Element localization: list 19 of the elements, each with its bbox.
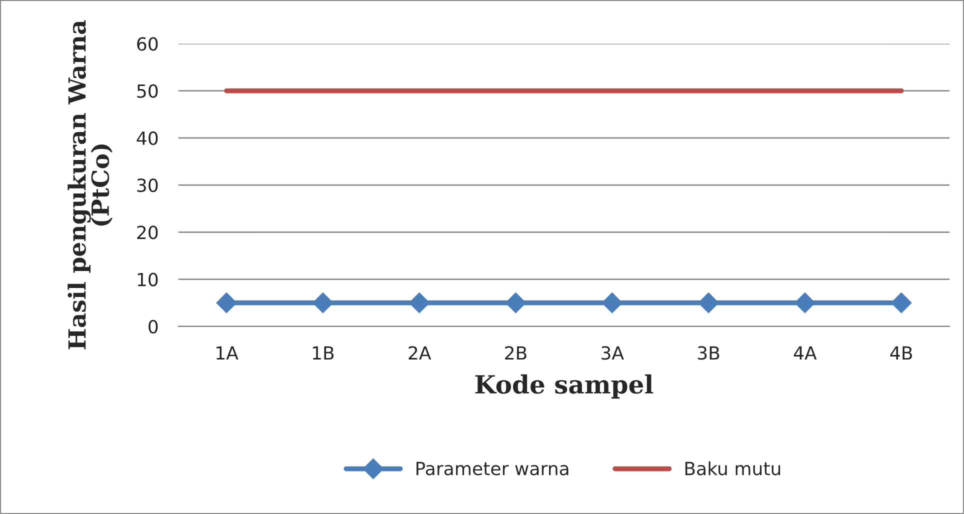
x-axis-title: Kode sampel — [475, 374, 654, 399]
x-tick-label: 1A — [216, 346, 238, 360]
legend-label: Parameter warna — [416, 462, 568, 476]
x-tick-label: 2A — [408, 346, 432, 360]
y-tick-label: 60 — [137, 37, 158, 51]
x-tick-label: 2B — [505, 346, 526, 360]
y-tick-label: 0 — [148, 320, 158, 334]
x-tick-label: 3B — [698, 346, 720, 360]
x-tick-label: 3A — [602, 346, 624, 360]
x-tick-label: 1B — [312, 346, 334, 360]
y-tick-label: 10 — [138, 272, 158, 286]
x-tick-label: 4A — [794, 346, 817, 360]
y-tick-label: 30 — [137, 178, 158, 192]
y-tick-label: 50 — [137, 84, 158, 98]
y-tick-label: 20 — [137, 226, 158, 240]
x-tick-label: 4B — [890, 346, 912, 360]
y-tick-label: 40 — [136, 131, 158, 146]
y-axis-title: Hasil pengukuran Warna (PtCo) — [68, 20, 112, 350]
legend-label: Baku mutu — [685, 461, 780, 476]
